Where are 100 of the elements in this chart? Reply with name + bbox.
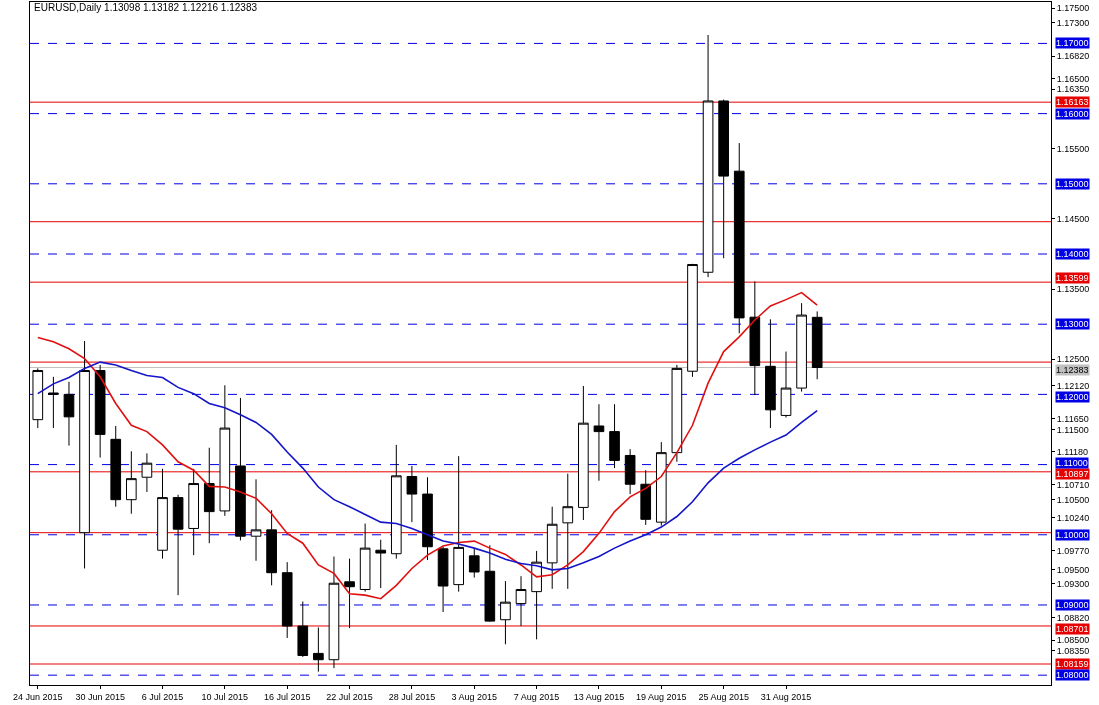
- x-tick-label: 7 Aug 2015: [513, 691, 560, 702]
- candlestick: [172, 494, 184, 596]
- y-tick-label: 1.15500: [1056, 143, 1090, 154]
- y-tick-label: 1.14500: [1056, 214, 1090, 225]
- x-tick-label: 3 Aug 2015: [451, 691, 498, 702]
- y-tick-label: 1.13500: [1056, 284, 1090, 295]
- x-tick-label: 25 Aug 2015: [698, 691, 749, 702]
- candlestick: [749, 280, 761, 396]
- candlestick: [281, 561, 293, 639]
- y-tick-label: 1.11500: [1056, 424, 1089, 435]
- candlestick: [733, 142, 745, 334]
- candlestick: [79, 340, 90, 569]
- candlestick: [48, 376, 59, 429]
- candlestick: [390, 444, 402, 560]
- x-tick-label: 28 Jul 2015: [388, 691, 436, 702]
- ref-line-label: 1.14000: [1056, 249, 1089, 259]
- candlestick: [313, 626, 324, 673]
- y-tick-label: 1.16350: [1056, 84, 1090, 95]
- y-tick-label: 1.08500: [1056, 635, 1090, 646]
- y-tick-label: 1.11650: [1056, 414, 1089, 425]
- x-tick-label: 10 Jul 2015: [201, 691, 249, 702]
- candlestick: [500, 580, 511, 645]
- y-tick-label: 1.10240: [1056, 513, 1090, 524]
- ref-line-label: 1.08159: [1056, 659, 1089, 669]
- candlestick: [702, 34, 714, 278]
- y-tick-label: 1.17500: [1056, 3, 1090, 14]
- ref-line-label: 1.09000: [1056, 600, 1089, 610]
- candlestick: [141, 452, 153, 493]
- line-series: [36, 291, 818, 600]
- candlestick: [593, 403, 605, 482]
- y-tick-label: 1.12120: [1056, 381, 1090, 392]
- candlestick: [110, 425, 122, 508]
- x-tick-label: 31 Aug 2015: [760, 691, 812, 702]
- candlestick: [531, 550, 542, 640]
- y-tick-label: 1.17300: [1056, 17, 1090, 28]
- candlestick: [718, 99, 729, 259]
- candlestick: [422, 476, 433, 561]
- y-tick-label: 1.11180: [1056, 447, 1088, 458]
- y-tick-label: 1.16820: [1056, 51, 1090, 62]
- candlestick: [578, 385, 589, 521]
- candlestick: [250, 478, 262, 562]
- candlestick: [780, 351, 792, 419]
- candlestick: [344, 558, 355, 629]
- candlestick: [609, 403, 620, 469]
- y-tick-label: 1.08350: [1056, 645, 1090, 656]
- ref-line-label: 1.12000: [1056, 392, 1089, 402]
- candlestick: [32, 367, 44, 429]
- candlestick: [157, 468, 168, 560]
- candlestick: [406, 465, 418, 523]
- y-tick-label: 1.08820: [1056, 612, 1090, 623]
- y-tick-label: 1.10500: [1056, 494, 1090, 505]
- ref-line-label: 1.13599: [1056, 273, 1089, 283]
- candlestick: [375, 539, 387, 589]
- ref-line-label: 1.16163: [1056, 97, 1089, 107]
- ref-line-label: 1.17000: [1056, 38, 1089, 48]
- candlestick: [63, 381, 75, 447]
- y-tick-label: 1.16500: [1056, 73, 1090, 84]
- x-tick-label: 13 Aug 2015: [573, 691, 625, 702]
- y-tick-label: 1.12500: [1056, 354, 1090, 365]
- y-tick-label: 1.09300: [1056, 579, 1090, 590]
- candlestick: [125, 450, 137, 515]
- candlestick: [266, 509, 277, 586]
- candlestick: [671, 364, 683, 463]
- ref-line-label: 1.16000: [1056, 109, 1089, 119]
- ref-line-label: 1.12383: [1056, 365, 1089, 375]
- candlestick: [94, 364, 106, 459]
- candlestick: [328, 556, 340, 669]
- ref-line-label: 1.08701: [1056, 624, 1089, 634]
- y-tick-label: 1.10710: [1056, 480, 1090, 491]
- ref-line-label: 1.10897: [1056, 469, 1089, 479]
- candlestick: [437, 546, 449, 613]
- ref-line-label: 1.08000: [1056, 670, 1089, 680]
- candlestick: [811, 310, 823, 380]
- candlestick: [235, 397, 246, 541]
- candlestick: [359, 523, 371, 593]
- y-tick-label: 1.09770: [1056, 546, 1090, 557]
- x-tick-label: 19 Aug 2015: [636, 691, 687, 702]
- ref-line-label: 1.10000: [1056, 530, 1089, 540]
- candlestick: [188, 468, 199, 556]
- candlestick: [546, 506, 558, 590]
- x-tick-label: 22 Jul 2015: [326, 691, 373, 702]
- candlestick: [765, 318, 776, 429]
- candlestick: [468, 548, 480, 579]
- x-tick-label: 6 Jul 2015: [141, 691, 184, 702]
- candlestick: [203, 447, 215, 544]
- x-tick-label: 16 Jul 2015: [263, 691, 311, 702]
- x-tick-label: 24 Jun 2015: [13, 691, 63, 702]
- candlestick: [640, 469, 652, 526]
- candlestick: [453, 455, 464, 593]
- ref-line-label: 1.11000: [1056, 458, 1088, 468]
- line-series: [36, 361, 818, 571]
- candlestick: [484, 544, 496, 623]
- ref-line-label: 1.13000: [1056, 319, 1089, 329]
- x-tick-label: 30 Jun 2015: [75, 691, 125, 702]
- chart-title: EURUSD,Daily 1.13098 1.13182 1.12216 1.12383: [34, 2, 258, 14]
- candlestick: [655, 441, 667, 527]
- candlestick: [624, 448, 636, 495]
- candlestick: [297, 600, 309, 658]
- candlestick: [219, 384, 231, 517]
- y-tick-label: 1.09500: [1056, 565, 1090, 576]
